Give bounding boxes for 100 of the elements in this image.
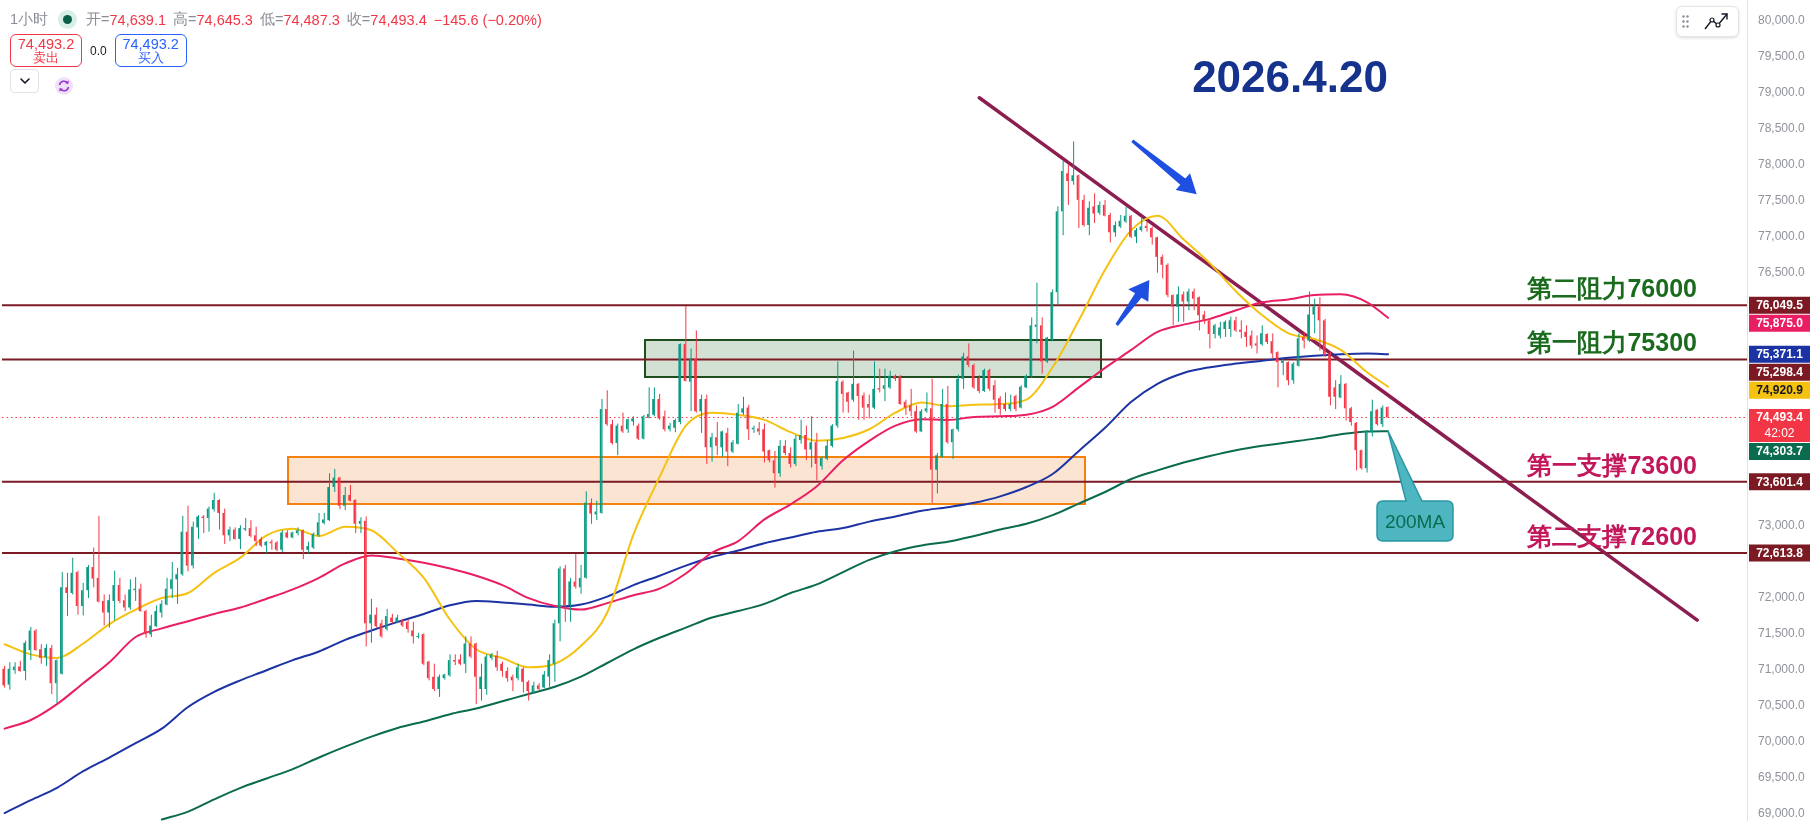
candlestick (489, 652, 493, 661)
candlestick (1239, 319, 1242, 339)
candlestick (238, 524, 241, 550)
candlestick (96, 515, 100, 603)
annotation: 74,487.3 (283, 11, 340, 28)
candlestick (626, 417, 629, 434)
annotation: 74,639.1 (109, 11, 166, 28)
candlestick (1317, 296, 1321, 352)
candlestick (798, 419, 802, 445)
candlestick (804, 425, 807, 461)
candlestick (961, 352, 965, 390)
candlestick (374, 606, 378, 629)
candlestick (872, 360, 875, 410)
candlestick (568, 577, 572, 623)
candlestick (903, 399, 907, 416)
candlestick (641, 414, 645, 440)
candlestick (694, 329, 697, 414)
candlestick (175, 567, 179, 605)
candlestick (274, 540, 278, 552)
candlestick (1275, 350, 1279, 388)
candlestick (1181, 290, 1185, 323)
candlestick (295, 526, 299, 536)
candlestick (977, 374, 980, 394)
candlestick (762, 422, 765, 463)
candlestick (1013, 394, 1017, 412)
candlestick (411, 621, 414, 645)
annotation: 74,645.3 (196, 11, 253, 28)
y-tick-label: 71,500.0 (1758, 625, 1806, 640)
candlestick (154, 604, 158, 628)
candlestick (65, 572, 68, 617)
buy-button: 74,493.2 买入 (114, 34, 187, 67)
candlestick (1218, 321, 1221, 339)
candlestick (2, 665, 6, 689)
candlestick (1260, 324, 1263, 347)
candlestick (479, 663, 482, 702)
candlestick (1244, 324, 1248, 348)
candlestick (893, 373, 896, 382)
ref-line-label: 第一阻力75300 (1526, 328, 1697, 357)
candlestick (384, 608, 388, 632)
candlestick (846, 391, 849, 414)
candlestick (149, 614, 152, 638)
candlestick (122, 593, 126, 612)
candlestick (60, 571, 63, 676)
candlestick (772, 450, 776, 489)
text: 72,613.8 (1756, 545, 1804, 560)
candlestick (1081, 194, 1085, 228)
candlestick (18, 660, 21, 673)
candlestick (882, 368, 886, 402)
candlestick (12, 661, 16, 675)
candlestick (1233, 316, 1237, 333)
candlestick (306, 541, 310, 554)
candlestick (605, 389, 608, 427)
candlestick (1050, 288, 1054, 342)
candlestick (1254, 334, 1258, 355)
annotation: 低= (259, 10, 284, 29)
candlestick (888, 370, 891, 390)
candlestick (191, 521, 194, 569)
candlestick (206, 505, 210, 533)
candlestick (1307, 290, 1310, 343)
y-tick-label: 78,500.0 (1758, 120, 1806, 135)
y-tick-label: 72,000.0 (1758, 589, 1806, 604)
candlestick (1129, 214, 1132, 239)
candlestick (783, 439, 786, 456)
candlestick (1191, 288, 1195, 311)
candlestick (736, 403, 739, 445)
candlestick (699, 394, 703, 434)
candlestick (1165, 262, 1169, 298)
candlestick (1066, 163, 1069, 206)
candlestick (542, 670, 545, 689)
candlestick (23, 640, 27, 681)
candlestick (217, 498, 220, 531)
candlestick (1170, 293, 1174, 326)
candlestick (526, 679, 530, 702)
candlestick (458, 653, 462, 666)
candlestick (982, 368, 986, 393)
ref-line-label: 第二阻力76000 (1526, 274, 1697, 303)
candlestick (322, 512, 325, 525)
candlestick (285, 529, 289, 539)
annotation: 收= (346, 10, 371, 29)
y-tick-label: 80,000.0 (1758, 12, 1806, 27)
candlestick (426, 660, 430, 681)
candlestick (170, 561, 173, 599)
candlestick (468, 635, 472, 659)
candlestick (971, 363, 975, 390)
candlestick (688, 347, 692, 412)
candlestick (830, 423, 834, 448)
candlestick (128, 578, 131, 611)
candlestick (1123, 206, 1127, 224)
candlestick (956, 373, 959, 432)
candlestick (432, 663, 435, 692)
candlestick (1003, 391, 1007, 412)
candlestick (730, 439, 734, 454)
candlestick (777, 439, 781, 478)
candlestick (212, 492, 215, 512)
candlestick (547, 653, 551, 689)
y-tick-label: 79,000.0 (1758, 84, 1806, 99)
text: 75,298.4 (1756, 364, 1804, 379)
candlestick (327, 472, 331, 522)
candlestick (1212, 323, 1216, 339)
text: 75,371.1 (1756, 346, 1804, 361)
